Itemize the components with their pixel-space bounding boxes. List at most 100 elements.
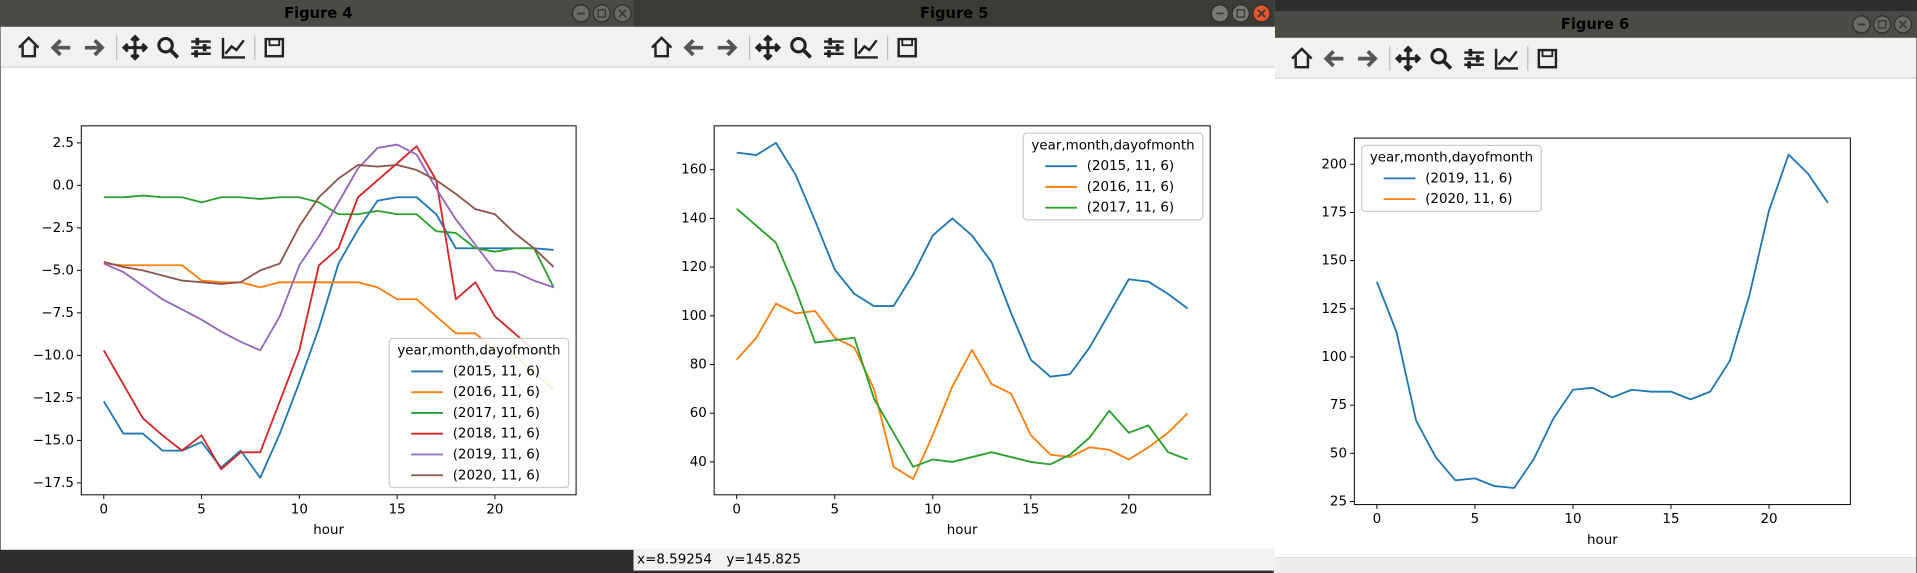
status-x: x=8.59254 xyxy=(637,553,712,568)
x-tick-label: 15 xyxy=(1662,512,1679,527)
toolbar-button-pan[interactable] xyxy=(1394,45,1422,72)
y-tick-label: −12.5 xyxy=(33,391,74,406)
toolbar-button-save[interactable] xyxy=(1537,48,1558,69)
icon xyxy=(1430,47,1447,65)
toolbar-button-home[interactable] xyxy=(650,36,673,58)
window-maximize[interactable] xyxy=(1231,4,1250,23)
series-line xyxy=(736,141,1189,378)
window-maximize[interactable] xyxy=(1872,15,1892,34)
window-frame xyxy=(1273,10,1917,558)
legend: year,month,dayofmonth (2015, 11, 6) (2016,… xyxy=(1022,132,1204,221)
icon xyxy=(268,38,281,47)
axes-frame xyxy=(713,125,1211,496)
icon xyxy=(50,39,71,57)
toolbar-button-back[interactable] xyxy=(1323,50,1344,68)
x-tick-label: 15 xyxy=(1022,502,1039,517)
toolbar-button-pan[interactable] xyxy=(121,34,149,61)
y-tick-label: 60 xyxy=(690,406,707,421)
window: Figure 6 0 5 10 15 20 25 50 75 100 125 150 175 200 hou… xyxy=(1273,10,1917,558)
plot-area xyxy=(102,143,555,479)
y-tick-label: −10.0 xyxy=(33,348,74,363)
series-line xyxy=(736,302,1189,480)
x-tick-label: 0 xyxy=(732,502,741,517)
toolbar-button-save[interactable] xyxy=(264,37,285,58)
legend-box xyxy=(1022,132,1204,221)
y-tick-label: 80 xyxy=(690,358,707,373)
legend: year,month,dayofmonth (2019, 11, 6) (2020,… xyxy=(1361,144,1542,212)
toolbar-button-pan[interactable] xyxy=(754,34,782,61)
axes-frame xyxy=(1353,137,1851,506)
plot-area xyxy=(1376,153,1829,489)
toolbar-button-back[interactable] xyxy=(50,39,71,57)
legend-title: year,month,dayofmonth xyxy=(397,344,560,359)
toolbar-button-zoom[interactable] xyxy=(1430,47,1453,70)
toolbar-button-zoom[interactable] xyxy=(157,36,180,59)
legend-box xyxy=(1361,144,1542,212)
legend-label: (2020, 11, 6) xyxy=(1425,192,1512,207)
icon xyxy=(717,39,738,57)
window-minimize[interactable] xyxy=(1852,15,1871,34)
window: Figure 5 x=8.59254 y=145.825 0 5 10 15 20 40 60 80… xyxy=(633,0,1275,571)
legend-label: (2016, 11, 6) xyxy=(453,385,540,400)
x-tick-label: 5 xyxy=(1471,512,1480,527)
window-close[interactable] xyxy=(1893,15,1913,34)
y-tick-label: 75 xyxy=(1330,398,1347,413)
window-close[interactable] xyxy=(613,4,632,23)
y-tick-label: 40 xyxy=(690,455,707,470)
terminal-light xyxy=(1273,557,1917,573)
toolbar-button-forward[interactable] xyxy=(84,39,105,57)
legend-label: (2017, 11, 6) xyxy=(1087,201,1174,216)
toolbar-button-home[interactable] xyxy=(18,36,40,58)
button xyxy=(1231,4,1250,23)
x-tick-label: 0 xyxy=(100,502,109,517)
window-close[interactable] xyxy=(1252,4,1271,23)
toolbar xyxy=(633,26,1275,68)
legend-label: (2019, 11, 6) xyxy=(1425,171,1512,186)
series-line xyxy=(103,164,555,285)
series-line xyxy=(102,145,554,471)
toolbar xyxy=(1273,37,1917,79)
legend-label: (2018, 11, 6) xyxy=(453,427,540,442)
icon xyxy=(1467,48,1480,69)
toolbar-button-edit-axes[interactable] xyxy=(854,37,878,59)
window-maximize[interactable] xyxy=(592,4,611,23)
axes-frame xyxy=(80,125,577,496)
legend: year,month,dayofmonth (2015, 11, 6) (2016,… xyxy=(388,337,570,489)
icon xyxy=(1394,45,1422,72)
toolbar xyxy=(0,26,636,68)
icon xyxy=(1291,47,1313,69)
y-tick-label: 175 xyxy=(1321,205,1347,220)
series-line xyxy=(103,262,555,391)
toolbar-button-configure[interactable] xyxy=(1464,48,1484,69)
icon xyxy=(84,39,105,57)
toolbar-button-home[interactable] xyxy=(1291,47,1313,69)
icon xyxy=(754,34,782,61)
toolbar-button-zoom[interactable] xyxy=(790,36,812,59)
toolbar-button-forward[interactable] xyxy=(717,39,738,57)
toolbar-button-configure[interactable] xyxy=(824,37,844,58)
toolbar-button-save[interactable] xyxy=(897,37,917,58)
window-minimize[interactable] xyxy=(571,4,591,23)
toolbar-button-forward[interactable] xyxy=(1358,50,1378,68)
x-tick-label: 20 xyxy=(1120,502,1137,517)
y-tick-label: 160 xyxy=(681,163,707,178)
icon xyxy=(597,9,607,18)
icon xyxy=(827,37,840,58)
toolbar-button-configure[interactable] xyxy=(191,37,211,58)
icon xyxy=(1358,50,1378,68)
y-tick-label: 100 xyxy=(681,309,707,324)
toolbar-button-back[interactable] xyxy=(683,39,704,57)
y-tick-label: 150 xyxy=(1321,254,1347,269)
legend-label: (2015, 11, 6) xyxy=(1087,159,1174,174)
icon xyxy=(194,37,207,58)
toolbar-button-edit-axes[interactable] xyxy=(1494,48,1519,70)
icon xyxy=(1494,48,1519,70)
y-tick-label: −2.5 xyxy=(41,221,74,236)
icon xyxy=(157,36,174,54)
toolbar-button-edit-axes[interactable] xyxy=(221,37,245,59)
y-tick-label: 140 xyxy=(681,211,707,226)
window-minimize[interactable] xyxy=(1210,4,1230,23)
button xyxy=(1872,15,1892,34)
